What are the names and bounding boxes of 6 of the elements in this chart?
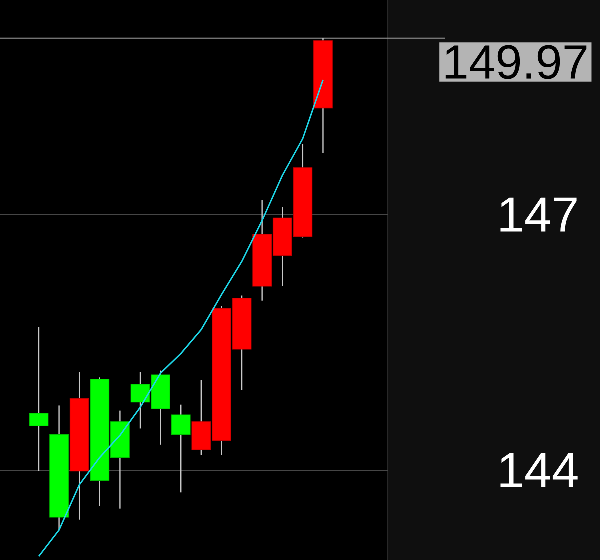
candlestick [171, 404, 191, 494]
y-tick-label: 147 [500, 198, 577, 232]
line-series [38, 79, 324, 558]
y-tick-label: 144 [500, 454, 578, 488]
candlestick [29, 326, 49, 472]
text: 149.97 [446, 45, 587, 80]
